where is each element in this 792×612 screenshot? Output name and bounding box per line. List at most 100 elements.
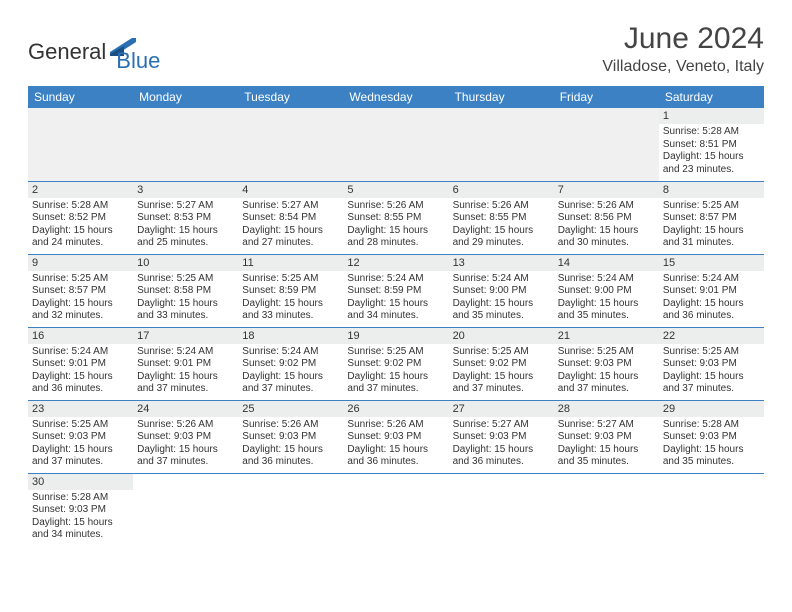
day-info: Sunrise: 5:24 AMSunset: 9:01 PMDaylight:…	[133, 344, 238, 396]
calendar-cell: 14Sunrise: 5:24 AMSunset: 9:00 PMDayligh…	[554, 254, 659, 327]
sunrise-text: Sunrise: 5:25 AM	[663, 346, 760, 359]
daylight-text: Daylight: 15 hours and 27 minutes.	[242, 225, 339, 250]
sunrise-text: Sunrise: 5:25 AM	[347, 346, 444, 359]
calendar-cell: 15Sunrise: 5:24 AMSunset: 9:01 PMDayligh…	[659, 254, 764, 327]
calendar-week: 2Sunrise: 5:28 AMSunset: 8:52 PMDaylight…	[28, 181, 764, 254]
weekday-header: Monday	[133, 86, 238, 108]
day-number: 2	[28, 182, 133, 198]
sunset-text: Sunset: 8:52 PM	[32, 212, 129, 225]
sunset-text: Sunset: 9:03 PM	[453, 431, 550, 444]
daylight-text: Daylight: 15 hours and 37 minutes.	[558, 371, 655, 396]
sunrise-text: Sunrise: 5:24 AM	[242, 346, 339, 359]
day-info: Sunrise: 5:24 AMSunset: 9:00 PMDaylight:…	[554, 271, 659, 323]
weekday-header: Saturday	[659, 86, 764, 108]
day-number: 5	[343, 182, 448, 198]
day-info: Sunrise: 5:28 AMSunset: 8:51 PMDaylight:…	[659, 124, 764, 176]
day-number: 3	[133, 182, 238, 198]
sunrise-text: Sunrise: 5:25 AM	[32, 419, 129, 432]
sunrise-text: Sunrise: 5:27 AM	[558, 419, 655, 432]
sunset-text: Sunset: 8:57 PM	[663, 212, 760, 225]
calendar-cell: 20Sunrise: 5:25 AMSunset: 9:02 PMDayligh…	[449, 327, 554, 400]
daylight-text: Daylight: 15 hours and 36 minutes.	[242, 444, 339, 469]
sunset-text: Sunset: 9:00 PM	[453, 285, 550, 298]
sunrise-text: Sunrise: 5:27 AM	[242, 200, 339, 213]
sunset-text: Sunset: 9:03 PM	[347, 431, 444, 444]
day-number: 11	[238, 255, 343, 271]
sunset-text: Sunset: 9:02 PM	[453, 358, 550, 371]
day-info: Sunrise: 5:26 AMSunset: 8:55 PMDaylight:…	[343, 198, 448, 250]
sunrise-text: Sunrise: 5:28 AM	[32, 492, 129, 505]
calendar-cell: 18Sunrise: 5:24 AMSunset: 9:02 PMDayligh…	[238, 327, 343, 400]
page-header: General Blue June 2024 Villadose, Veneto…	[28, 22, 764, 76]
calendar-cell: 28Sunrise: 5:27 AMSunset: 9:03 PMDayligh…	[554, 400, 659, 473]
sunset-text: Sunset: 8:56 PM	[558, 212, 655, 225]
day-number: 19	[343, 328, 448, 344]
calendar-table: SundayMondayTuesdayWednesdayThursdayFrid…	[28, 86, 764, 546]
daylight-text: Daylight: 15 hours and 37 minutes.	[242, 371, 339, 396]
sunset-text: Sunset: 9:03 PM	[32, 504, 129, 517]
day-number: 22	[659, 328, 764, 344]
calendar-cell: 27Sunrise: 5:27 AMSunset: 9:03 PMDayligh…	[449, 400, 554, 473]
sunrise-text: Sunrise: 5:28 AM	[663, 419, 760, 432]
daylight-text: Daylight: 15 hours and 37 minutes.	[137, 371, 234, 396]
day-number: 17	[133, 328, 238, 344]
sunrise-text: Sunrise: 5:25 AM	[558, 346, 655, 359]
sunrise-text: Sunrise: 5:26 AM	[242, 419, 339, 432]
sunrise-text: Sunrise: 5:25 AM	[453, 346, 550, 359]
daylight-text: Daylight: 15 hours and 37 minutes.	[137, 444, 234, 469]
day-info: Sunrise: 5:25 AMSunset: 8:57 PMDaylight:…	[659, 198, 764, 250]
sunset-text: Sunset: 9:03 PM	[558, 431, 655, 444]
sunrise-text: Sunrise: 5:24 AM	[558, 273, 655, 286]
calendar-cell: 4Sunrise: 5:27 AMSunset: 8:54 PMDaylight…	[238, 181, 343, 254]
day-info: Sunrise: 5:26 AMSunset: 9:03 PMDaylight:…	[343, 417, 448, 469]
day-info: Sunrise: 5:24 AMSunset: 9:00 PMDaylight:…	[449, 271, 554, 323]
daylight-text: Daylight: 15 hours and 28 minutes.	[347, 225, 444, 250]
daylight-text: Daylight: 15 hours and 36 minutes.	[663, 298, 760, 323]
calendar-week: 9Sunrise: 5:25 AMSunset: 8:57 PMDaylight…	[28, 254, 764, 327]
day-number: 25	[238, 401, 343, 417]
sunrise-text: Sunrise: 5:27 AM	[137, 200, 234, 213]
sunrise-text: Sunrise: 5:24 AM	[347, 273, 444, 286]
daylight-text: Daylight: 15 hours and 36 minutes.	[347, 444, 444, 469]
sunrise-text: Sunrise: 5:24 AM	[453, 273, 550, 286]
sunset-text: Sunset: 9:01 PM	[32, 358, 129, 371]
calendar-cell	[449, 108, 554, 181]
day-info: Sunrise: 5:25 AMSunset: 9:03 PMDaylight:…	[554, 344, 659, 396]
daylight-text: Daylight: 15 hours and 35 minutes.	[558, 298, 655, 323]
day-info: Sunrise: 5:25 AMSunset: 9:02 PMDaylight:…	[449, 344, 554, 396]
daylight-text: Daylight: 15 hours and 23 minutes.	[663, 151, 760, 176]
sunrise-text: Sunrise: 5:25 AM	[242, 273, 339, 286]
sunset-text: Sunset: 8:51 PM	[663, 139, 760, 152]
day-info: Sunrise: 5:28 AMSunset: 8:52 PMDaylight:…	[28, 198, 133, 250]
calendar-cell	[554, 108, 659, 181]
sunset-text: Sunset: 9:03 PM	[137, 431, 234, 444]
daylight-text: Daylight: 15 hours and 30 minutes.	[558, 225, 655, 250]
calendar-cell: 25 Sunrise: 5:26 AMSunset: 9:03 PMDayligh…	[238, 400, 343, 473]
calendar-cell	[238, 473, 343, 546]
day-info: Sunrise: 5:24 AMSunset: 8:59 PMDaylight:…	[343, 271, 448, 323]
day-info: Sunrise: 5:27 AMSunset: 8:54 PMDaylight:…	[238, 198, 343, 250]
sunrise-text: Sunrise: 5:26 AM	[453, 200, 550, 213]
weekday-header-row: SundayMondayTuesdayWednesdayThursdayFrid…	[28, 86, 764, 108]
day-info: Sunrise: 5:27 AMSunset: 8:53 PMDaylight:…	[133, 198, 238, 250]
calendar-cell: 21Sunrise: 5:25 AMSunset: 9:03 PMDayligh…	[554, 327, 659, 400]
day-number: 28	[554, 401, 659, 417]
calendar-cell: 13Sunrise: 5:24 AMSunset: 9:00 PMDayligh…	[449, 254, 554, 327]
sunset-text: Sunset: 9:01 PM	[663, 285, 760, 298]
sunset-text: Sunset: 8:59 PM	[242, 285, 339, 298]
sunset-text: Sunset: 9:03 PM	[242, 431, 339, 444]
calendar-cell: 11Sunrise: 5:25 AMSunset: 8:59 PMDayligh…	[238, 254, 343, 327]
sunrise-text: Sunrise: 5:26 AM	[347, 419, 444, 432]
logo: General Blue	[28, 30, 160, 74]
day-number: 1	[659, 108, 764, 124]
calendar-week: 1Sunrise: 5:28 AMSunset: 8:51 PMDaylight…	[28, 108, 764, 181]
day-number: 9	[28, 255, 133, 271]
logo-text-blue: Blue	[116, 48, 160, 74]
day-number: 20	[449, 328, 554, 344]
day-number: 16	[28, 328, 133, 344]
daylight-text: Daylight: 15 hours and 25 minutes.	[137, 225, 234, 250]
daylight-text: Daylight: 15 hours and 32 minutes.	[32, 298, 129, 323]
sunrise-text: Sunrise: 5:28 AM	[663, 126, 760, 139]
calendar-cell: 5Sunrise: 5:26 AMSunset: 8:55 PMDaylight…	[343, 181, 448, 254]
daylight-text: Daylight: 15 hours and 36 minutes.	[453, 444, 550, 469]
